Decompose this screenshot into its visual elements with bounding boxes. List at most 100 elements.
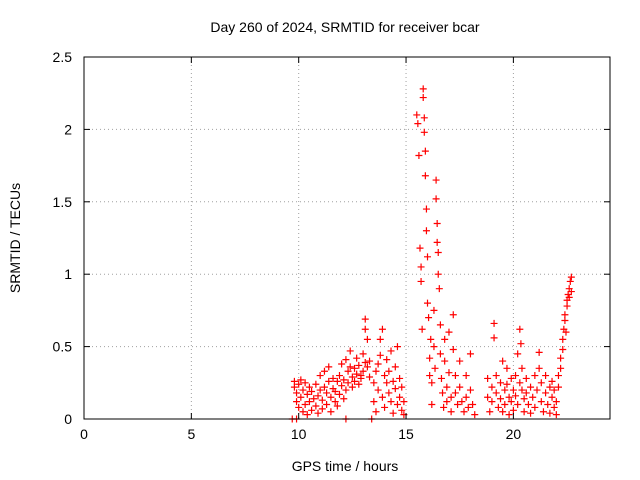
data-point: [372, 408, 380, 416]
data-point: [434, 270, 442, 278]
data-point: [433, 220, 441, 228]
data-point: [420, 128, 428, 136]
data-point: [325, 377, 333, 385]
data-point: [456, 383, 464, 391]
data-point: [363, 335, 371, 343]
data-point: [531, 403, 539, 411]
data-point: [363, 363, 371, 371]
data-point: [381, 403, 389, 411]
data-point: [297, 393, 305, 401]
data-point: [314, 392, 322, 400]
data-point: [351, 377, 359, 385]
data-point: [430, 343, 438, 351]
data-point: [501, 401, 509, 409]
data-point: [359, 367, 367, 375]
data-point: [342, 356, 350, 364]
data-point: [548, 393, 556, 401]
data-point: [421, 147, 429, 155]
data-point: [318, 405, 326, 413]
data-point: [458, 398, 466, 406]
data-point: [424, 299, 432, 307]
y-tick-label: 1: [64, 266, 72, 282]
data-point: [439, 389, 447, 397]
data-point: [535, 348, 543, 356]
x-tick-label: 10: [291, 426, 307, 442]
data-point: [297, 376, 305, 384]
data-point: [329, 374, 337, 382]
data-point: [361, 359, 369, 367]
data-point: [376, 335, 384, 343]
data-point: [430, 306, 438, 314]
data-point: [299, 386, 307, 394]
data-point: [567, 273, 575, 281]
data-point: [449, 345, 457, 353]
x-tick-label: 15: [398, 426, 414, 442]
data-point: [327, 393, 335, 401]
data-point: [389, 377, 397, 385]
data-point: [312, 380, 320, 388]
data-point: [327, 408, 335, 416]
data-point: [387, 398, 395, 406]
data-point: [449, 311, 457, 319]
data-point: [548, 377, 556, 385]
data-point: [542, 372, 550, 380]
data-point: [344, 367, 352, 375]
data-point: [503, 364, 511, 372]
data-point: [398, 406, 406, 414]
data-point: [456, 357, 464, 365]
data-point: [445, 369, 453, 377]
data-point: [466, 386, 474, 394]
data-point: [318, 396, 326, 404]
data-point: [323, 389, 331, 397]
data-point: [499, 357, 507, 365]
data-point: [520, 395, 528, 403]
data-point: [295, 403, 303, 411]
data-point: [488, 398, 496, 406]
data-point: [494, 403, 502, 411]
data-point: [434, 248, 442, 256]
data-point: [488, 383, 496, 391]
x-tick-label: 20: [506, 426, 522, 442]
data-point: [370, 379, 378, 387]
data-point: [389, 409, 397, 417]
data-point: [527, 383, 535, 391]
data-point: [312, 402, 320, 410]
data-point: [320, 383, 328, 391]
data-point: [413, 111, 421, 119]
data-point: [417, 263, 425, 271]
data-point: [303, 411, 311, 419]
data-point: [308, 387, 316, 395]
data-point: [514, 350, 522, 358]
data-point: [333, 377, 341, 385]
data-point: [531, 372, 539, 380]
data-point: [550, 386, 558, 394]
data-point: [516, 379, 524, 387]
data-point: [353, 354, 361, 362]
data-point: [431, 364, 439, 372]
data-point: [393, 401, 401, 409]
x-tick-label: 5: [187, 426, 195, 442]
data-point: [509, 406, 517, 414]
data-point: [355, 361, 363, 369]
data-point: [340, 395, 348, 403]
data-point: [554, 383, 562, 391]
data-point: [359, 350, 367, 358]
data-point: [342, 386, 350, 394]
data-point: [554, 372, 562, 380]
data-point: [361, 315, 369, 323]
data-point: [419, 94, 427, 102]
data-point: [333, 402, 341, 410]
data-point: [552, 411, 560, 419]
data-point: [512, 372, 520, 380]
data-point: [447, 408, 455, 416]
data-point: [308, 406, 316, 414]
data-point: [527, 409, 535, 417]
data-point: [383, 356, 391, 364]
data-point: [366, 373, 374, 381]
data-point: [537, 379, 545, 387]
data-point: [370, 398, 378, 406]
data-point: [323, 401, 331, 409]
data-point: [419, 85, 427, 93]
data-point: [559, 335, 567, 343]
